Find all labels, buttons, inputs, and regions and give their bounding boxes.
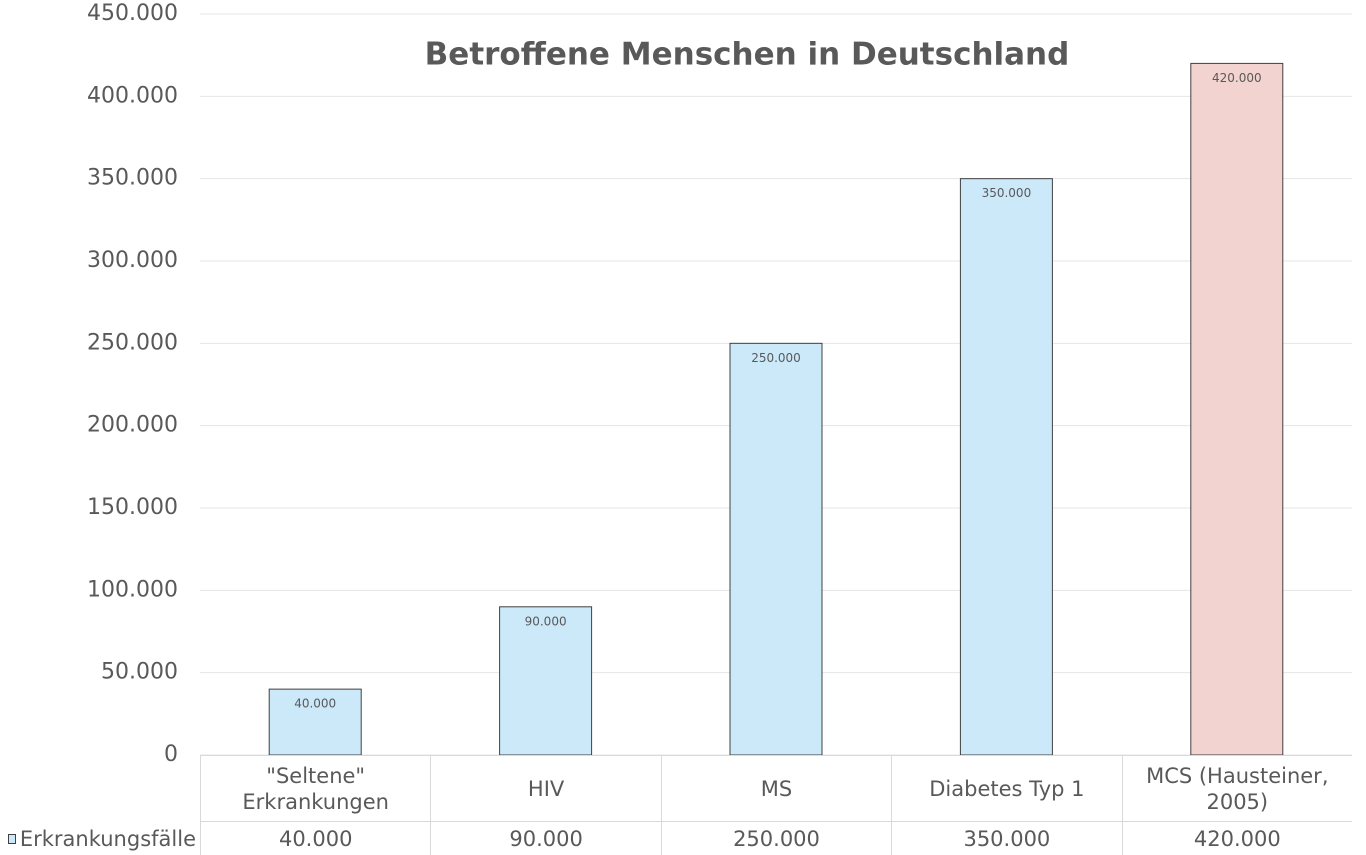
table-value: 250.000: [660, 822, 891, 855]
table-value: 350.000: [891, 822, 1121, 855]
legend-swatch: [7, 833, 16, 844]
bar: [1190, 62, 1284, 756]
x-tick-label: HIV: [430, 755, 661, 822]
bar: [959, 178, 1053, 756]
data-label: 250.000: [751, 351, 801, 365]
legend-entry: Erkrankungsfälle: [0, 822, 200, 855]
data-label: 350.000: [982, 186, 1032, 200]
chart-title: Betroffene Menschen in Deutschland: [425, 37, 1070, 73]
y-tick-label: 450.000: [87, 1, 178, 26]
x-tick-label: "Seltene" Erkrankungen: [200, 755, 431, 822]
data-label: 90.000: [525, 614, 567, 628]
data-label: 40.000: [294, 697, 336, 711]
table-value: 40.000: [200, 822, 430, 855]
y-tick-label: 300.000: [87, 248, 178, 273]
bar: [729, 342, 823, 756]
y-tick-label: 200.000: [87, 413, 178, 438]
y-tick-label: 50.000: [101, 660, 178, 685]
legend-label: Erkrankungsfälle: [19, 826, 196, 851]
x-tick-label: Diabetes Typ 1: [891, 755, 1122, 822]
x-tick-label: MS: [660, 755, 892, 822]
y-tick-label: 400.000: [87, 83, 178, 108]
bar: [499, 606, 593, 756]
table-value: 90.000: [430, 822, 660, 855]
y-tick-label: 350.000: [87, 166, 178, 191]
y-tick-label: 0: [164, 742, 178, 767]
bar: [268, 688, 362, 756]
y-tick-label: 250.000: [87, 330, 178, 355]
x-tick-label: MCS (Hausteiner, 2005): [1121, 755, 1352, 822]
data-label: 420.000: [1212, 71, 1262, 85]
y-tick-label: 150.000: [87, 495, 178, 520]
y-tick-label: 100.000: [87, 577, 178, 602]
table-value: 420.000: [1121, 822, 1352, 855]
